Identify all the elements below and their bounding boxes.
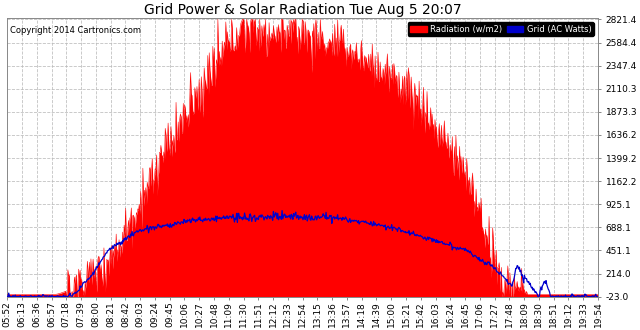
Text: Copyright 2014 Cartronics.com: Copyright 2014 Cartronics.com [10, 26, 141, 35]
Legend: Radiation (w/m2), Grid (AC Watts): Radiation (w/m2), Grid (AC Watts) [408, 22, 594, 36]
Title: Grid Power & Solar Radiation Tue Aug 5 20:07: Grid Power & Solar Radiation Tue Aug 5 2… [144, 3, 461, 17]
